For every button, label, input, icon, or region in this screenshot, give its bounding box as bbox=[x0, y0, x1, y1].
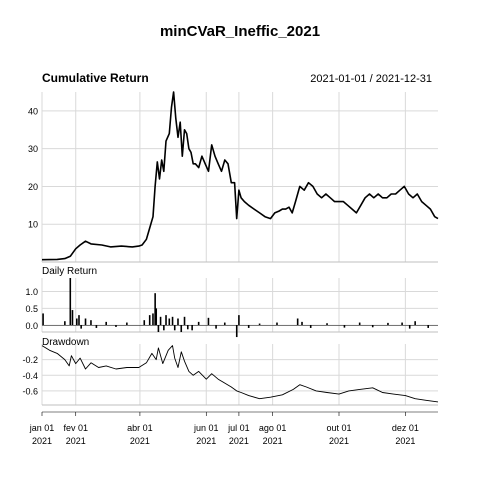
y-tick-label: 10 bbox=[28, 220, 38, 230]
x-tick-label-month: abr 01 bbox=[127, 423, 153, 433]
x-tick-label-month: fev 01 bbox=[63, 423, 88, 433]
x-tick-label-year: 2021 bbox=[66, 436, 86, 446]
panel-title-daily-return: Daily Return bbox=[42, 266, 97, 277]
y-tick-label: 20 bbox=[28, 182, 38, 192]
y-tick-label: 30 bbox=[28, 144, 38, 154]
y-tick-label: 40 bbox=[28, 106, 38, 116]
figure-title: minCVaR_Ineffic_2021 bbox=[160, 23, 320, 40]
x-tick-label-year: 2021 bbox=[395, 436, 415, 446]
x-tick-label-year: 2021 bbox=[263, 436, 283, 446]
x-tick-label-month: jul 01 bbox=[227, 423, 250, 433]
date-range-label: 2021-01-01 / 2021-12-31 bbox=[310, 73, 432, 85]
chart-marks bbox=[41, 91, 439, 403]
grid-layer bbox=[41, 92, 438, 405]
drawdown-line bbox=[41, 345, 439, 403]
axis-labels: 10 20 30 40 0.0 0.5 1.0 -0.2 -0.4 -0.6 jan 01 2021 f… bbox=[22, 106, 438, 446]
x-tick-label-year: 2021 bbox=[130, 436, 150, 446]
y-tick-label: -0.4 bbox=[22, 371, 38, 381]
y-tick-label: 1.0 bbox=[25, 287, 38, 297]
y-tick-label: 0.0 bbox=[25, 321, 38, 331]
x-tick-label-month: out 01 bbox=[326, 423, 351, 433]
x-tick-label-year: 2021 bbox=[229, 436, 249, 446]
panel-title-cumulative: Cumulative Return bbox=[42, 71, 149, 85]
x-tick-label-month: ago 01 bbox=[259, 423, 287, 433]
x-tick-label-year: 2021 bbox=[196, 436, 216, 446]
x-tick-label-month: jan 01 bbox=[29, 423, 55, 433]
y-tick-label: 0.5 bbox=[25, 304, 38, 314]
x-tick-label-year: 2021 bbox=[329, 436, 349, 446]
x-tick-label-month: dez 01 bbox=[392, 423, 419, 433]
y-tick-label: -0.2 bbox=[22, 355, 38, 365]
panel-title-drawdown: Drawdown bbox=[42, 337, 89, 348]
panel-frames bbox=[42, 261, 438, 406]
y-tick-label: -0.6 bbox=[22, 386, 38, 396]
cumulative-return-line bbox=[41, 91, 439, 261]
x-tick-label-year: 2021 bbox=[32, 436, 52, 446]
x-tick-label-month: jun 01 bbox=[193, 423, 219, 433]
